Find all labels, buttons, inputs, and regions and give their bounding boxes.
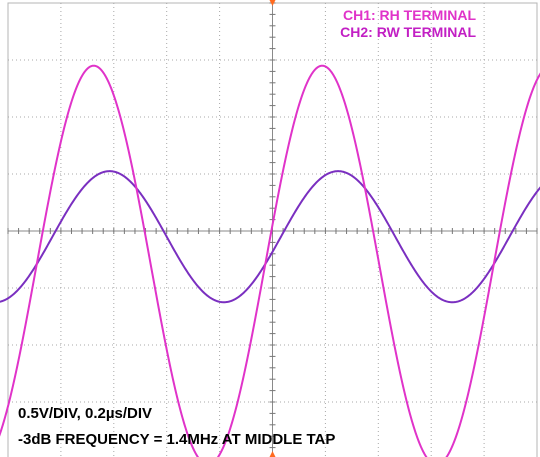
trace-ch2	[0, 170, 540, 304]
legend-ch1: CH1: RH TERMINAL	[343, 7, 476, 23]
frequency-annotation: -3dB FREQUENCY = 1.4MHz AT MIDDLE TAP	[18, 431, 335, 448]
trigger-marker-top	[269, 0, 276, 6]
trace-ch1	[0, 64, 540, 457]
trigger-marker-bottom	[269, 451, 276, 457]
trigger-markers	[269, 0, 276, 457]
settings-annotation: 0.5V/DIV, 0.2µs/DIV	[18, 405, 152, 422]
graticule	[7, 2, 538, 457]
legend-ch2: CH2: RW TERMINAL	[340, 24, 476, 40]
traces	[0, 64, 540, 457]
